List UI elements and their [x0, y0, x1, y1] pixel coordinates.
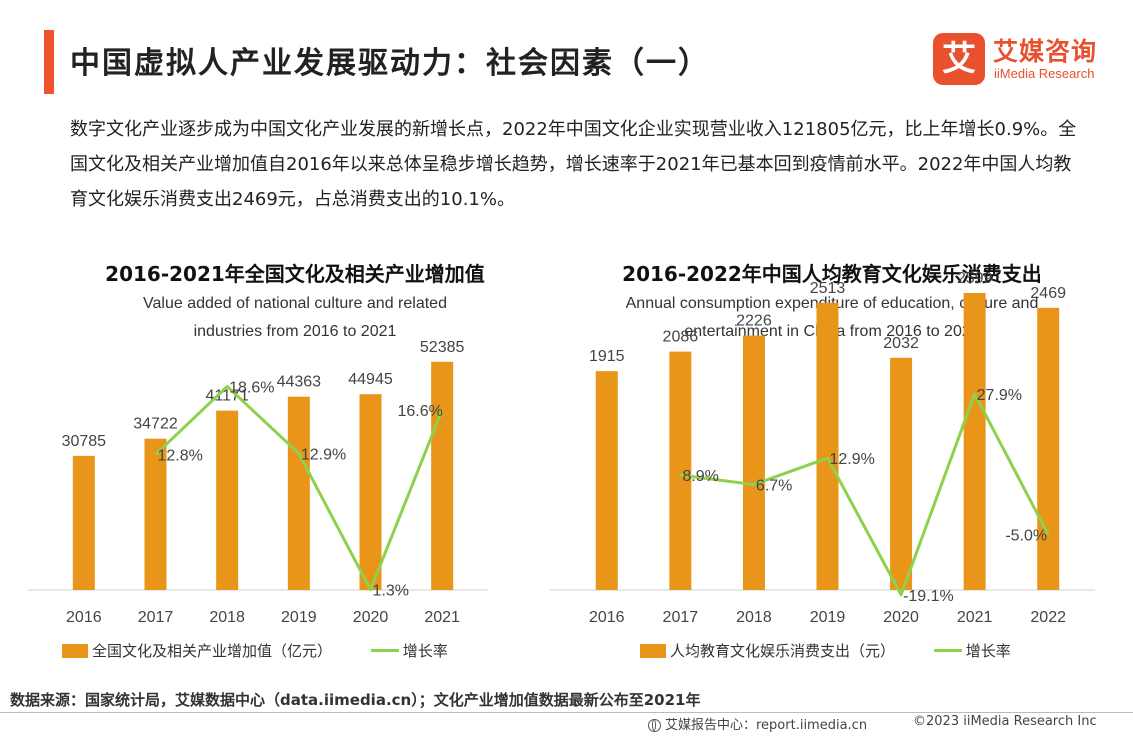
chart1-growth-line	[154, 384, 444, 592]
chart2-tick-label: 2019	[810, 609, 846, 626]
logo-mark-icon: 艾	[933, 33, 985, 85]
chart1-bar	[72, 455, 95, 590]
chart2-bar	[890, 357, 913, 590]
chart1-bar-label: 52385	[420, 339, 465, 356]
chart2-bar-label: 2599	[957, 270, 993, 287]
chart1-subtitle-line2: industries from 2016 to 2021	[193, 323, 397, 340]
logo-name-cn: 艾媒咨询	[993, 37, 1098, 66]
chart1-bar-label: 34722	[133, 416, 178, 433]
chart2-title: 2016-2022年中国人均教育文化娱乐消费支出	[622, 262, 1042, 286]
chart2-plot: 1915 2086 2226 2513 2032 2599 2469 2016 2017 2018…	[550, 270, 1095, 626]
chart1-bar-label: 30785	[62, 433, 107, 450]
chart1-growth-label: 1.3%	[373, 583, 409, 600]
chart2-bar-label: 2086	[663, 329, 699, 346]
chart1-legend-bar: 全国文化及相关产业增加值（亿元）	[62, 640, 332, 661]
chart1-bar	[287, 396, 310, 590]
footer-site-text: 艾媒报告中心：report.iimedia.cn	[665, 718, 868, 733]
chart2-growth-label: 6.7%	[756, 478, 792, 495]
chart1-legend-bar-swatch	[62, 644, 88, 658]
chart1-bar-label: 41171	[206, 388, 249, 405]
chart2-bar	[742, 335, 765, 590]
chart1-growth-label: 18.6%	[229, 379, 274, 396]
chart2-tick-label: 2018	[736, 609, 772, 626]
chart1-subtitle: Value added of national culture and rela…	[40, 290, 550, 346]
chart1-growth-label: 12.8%	[158, 448, 203, 465]
chart2-bar	[963, 292, 986, 590]
chart1-tick-label: 2021	[424, 609, 460, 626]
chart1-tick-label: 2019	[281, 609, 317, 626]
chart1-plot: 30785 34722 41171 44363 44945 52385 2016 2017 20…	[28, 339, 488, 626]
chart2-bar-label: 1915	[589, 348, 625, 365]
chart2-bar-label: 2032	[883, 335, 919, 352]
chart1-bar-label: 44945	[348, 371, 393, 388]
globe-icon	[648, 719, 661, 732]
chart2-tick-label: 2021	[957, 609, 993, 626]
chart1-subtitle-line1: Value added of national culture and rela…	[143, 295, 447, 312]
logo-name-en: iiMedia Research	[994, 66, 1095, 81]
chart2-legend: 人均教育文化娱乐消费支出（元） 增长率	[640, 640, 1011, 661]
chart1-title: 2016-2021年全国文化及相关产业增加值	[105, 262, 485, 286]
chart1-growth-label: 12.9%	[301, 446, 346, 463]
chart1-bar	[216, 410, 239, 590]
chart2-growth-line	[680, 392, 1050, 597]
footer-copyright: ©2023 iiMedia Research Inc	[913, 714, 1097, 729]
intro-paragraph: 数字文化产业逐步成为中国文化产业发展的新增长点，2022年中国文化企业实现营业收…	[70, 119, 1077, 210]
chart2-bar-label: 2513	[810, 280, 846, 297]
chart2-tick-label: 2017	[663, 609, 699, 626]
chart2-legend-bar-swatch	[640, 644, 666, 658]
footer-divider	[0, 712, 1133, 713]
data-source: 数据来源：国家统计局，艾媒数据中心（data.iimedia.cn）；文化产业增…	[10, 691, 701, 709]
chart2-legend-line: 增长率	[933, 640, 1011, 661]
chart2-tick-label: 2016	[589, 609, 625, 626]
chart2-bar	[816, 302, 839, 590]
chart2-legend-bar-label: 人均教育文化娱乐消费支出（元）	[670, 642, 896, 660]
chart1-tick-label: 2020	[353, 609, 389, 626]
chart2-bar-label: 2226	[736, 313, 772, 330]
chart2-growth-label: -5.0%	[1005, 528, 1047, 545]
chart2-legend-line-swatch	[933, 649, 962, 652]
chart2-tick-label: 2022	[1030, 609, 1066, 626]
chart1-bar	[431, 361, 454, 590]
chart1-legend-line-label: 增长率	[402, 642, 448, 660]
chart1-bar	[359, 394, 382, 590]
chart2-growth-label: -19.1%	[903, 588, 954, 605]
chart2-growth-label: 12.9%	[830, 451, 875, 468]
chart1-legend-line-swatch	[370, 649, 399, 652]
chart1-growth-label: 16.6%	[397, 403, 442, 420]
page-title: 中国虚拟人产业发展驱动力：社会因素（一）	[70, 46, 710, 81]
chart1-tick-label: 2017	[138, 609, 174, 626]
chart2-growth-label: 8.9%	[682, 468, 718, 485]
chart2-bar	[1037, 307, 1060, 590]
chart2-tick-label: 2020	[883, 609, 919, 626]
chart1-bar	[144, 438, 167, 590]
chart1-legend-bar-label: 全国文化及相关产业增加值（亿元）	[92, 642, 333, 660]
chart2-bar-label: 2469	[1030, 285, 1066, 302]
chart2-bar	[595, 371, 618, 590]
chart2-bar	[669, 351, 692, 590]
footer-site[interactable]: 艾媒报告中心：report.iimedia.cn	[648, 714, 867, 733]
chart2-legend-line-label: 增长率	[965, 642, 1011, 660]
title-accent-bar	[44, 30, 54, 94]
chart1-tick-label: 2016	[66, 609, 102, 626]
chart1-legend: 全国文化及相关产业增加值（亿元） 增长率	[62, 640, 448, 661]
brand-logo[interactable]: 艾 艾媒咨询 iiMedia Research	[930, 30, 1120, 90]
chart1-legend-line: 增长率	[370, 640, 448, 661]
chart2-growth-label: 27.9%	[977, 387, 1022, 404]
chart2-legend-bar: 人均教育文化娱乐消费支出（元）	[640, 640, 895, 661]
chart1-tick-label: 2018	[209, 609, 245, 626]
chart1-bar-label: 44363	[277, 374, 322, 391]
